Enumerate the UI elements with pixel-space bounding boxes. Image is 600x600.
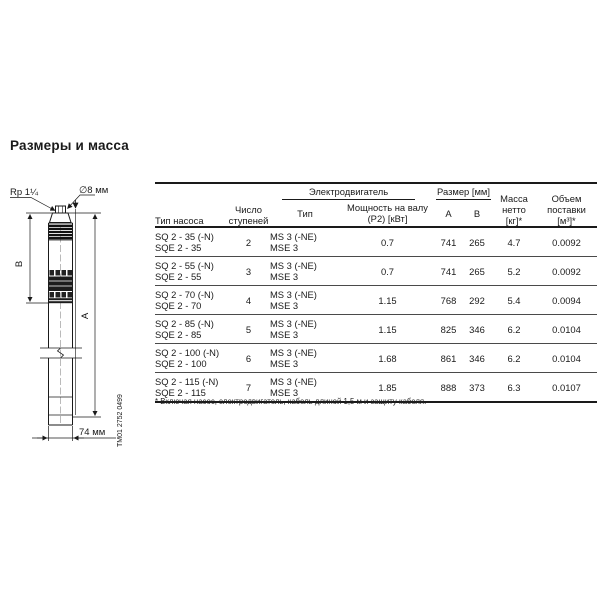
cell-volume: 0.0094 [536, 285, 597, 315]
cell-stages: 5 [227, 314, 270, 344]
cell-pump-type: SQ 2 - 55 (-N) SQE 2 - 55 [155, 256, 227, 286]
cell-stages: 6 [227, 343, 270, 373]
pump-stage-stripes [49, 224, 72, 240]
cell-dim-a: 768 [435, 285, 462, 315]
table-row: SQ 2 - 115 (-N) SQE 2 - 115 7 MS 3 (-NE) M… [155, 372, 597, 402]
cell-power: 1.15 [340, 314, 435, 344]
cell-volume: 0.0104 [536, 314, 597, 344]
cell-mass: 5.4 [492, 285, 536, 315]
cell-mass: 6.2 [492, 314, 536, 344]
cell-pump-type: SQ 2 - 70 (-N) SQE 2 - 70 [155, 285, 227, 315]
header-size-group: Размер [мм] [435, 183, 492, 200]
table-row: SQ 2 - 35 (-N) SQE 2 - 35 2 MS 3 (-NE) MSE… [155, 226, 597, 257]
cell-motor-type: MS 3 (-NE) MSE 3 [270, 256, 340, 286]
dim-a-label: A [80, 312, 91, 319]
cell-volume: 0.0107 [536, 372, 597, 402]
header-mass: Масса нетто [кг]* [492, 183, 536, 228]
figure-code-label: TM01 2752 0499 [117, 394, 124, 447]
cell-volume: 0.0092 [536, 226, 597, 257]
cell-motor-type: MS 3 (-NE) MSE 3 [270, 285, 340, 315]
cell-dim-b: 346 [462, 314, 492, 344]
cell-mass: 6.3 [492, 372, 536, 402]
header-size-a: A [435, 200, 462, 228]
cell-power: 1.85 [340, 372, 435, 402]
cell-dim-b: 292 [462, 285, 492, 315]
cell-pump-type: SQ 2 - 100 (-N) SQE 2 - 100 [155, 343, 227, 373]
cell-dim-b: 373 [462, 372, 492, 402]
table-row: SQ 2 - 100 (-N) SQE 2 - 100 6 MS 3 (-NE) M… [155, 343, 597, 373]
cell-dim-a: 741 [435, 256, 462, 286]
cable-diameter-label: ∅8 мм [79, 185, 108, 196]
pump-dimension-drawing: Rp 1¼ ∅8 мм B A 74 мм TM01 2752 0499 [10, 185, 124, 447]
cell-stages: 3 [227, 256, 270, 286]
break-lines [40, 347, 82, 359]
header-volume: Объем поставки [м³]* [536, 183, 597, 228]
cell-motor-type: MS 3 (-NE) MSE 3 [270, 226, 340, 257]
motor-section [48, 270, 73, 304]
cell-mass: 4.7 [492, 226, 536, 257]
cell-stages: 2 [227, 226, 270, 257]
cell-dim-b: 265 [462, 256, 492, 286]
cell-motor-type: MS 3 (-NE) MSE 3 [270, 372, 340, 402]
cell-mass: 6.2 [492, 343, 536, 373]
cell-dim-b: 265 [462, 226, 492, 257]
thread-size-label: Rp 1¼ [10, 187, 39, 198]
cell-dim-a: 825 [435, 314, 462, 344]
cell-power: 0.7 [340, 226, 435, 257]
header-size-b: B [462, 200, 492, 228]
cell-pump-type: SQ 2 - 85 (-N) SQE 2 - 85 [155, 314, 227, 344]
cell-power: 0.7 [340, 256, 435, 286]
header-power: Мощность на валу (P2) [кВт] [340, 200, 435, 228]
cell-dim-b: 346 [462, 343, 492, 373]
cell-pump-type: SQ 2 - 115 (-N) SQE 2 - 115 [155, 372, 227, 402]
cell-power: 1.15 [340, 285, 435, 315]
cell-dim-a: 888 [435, 372, 462, 402]
cell-pump-type: SQ 2 - 35 (-N) SQE 2 - 35 [155, 226, 227, 257]
header-motor-group: Электродвигатель [270, 183, 435, 200]
cell-dim-a: 861 [435, 343, 462, 373]
header-motor-type: Тип [270, 200, 340, 228]
dim-b-label: B [14, 261, 25, 267]
cell-motor-type: MS 3 (-NE) MSE 3 [270, 343, 340, 373]
page-title: Размеры и масса [10, 138, 129, 153]
pump-spec-table: Тип насоса Число ступеней Электродвигате… [155, 182, 597, 403]
leader-lines [10, 194, 95, 211]
cell-dim-a: 741 [435, 226, 462, 257]
cell-volume: 0.0092 [536, 256, 597, 286]
header-stages: Число ступеней [227, 183, 270, 228]
cell-stages: 7 [227, 372, 270, 402]
cell-volume: 0.0104 [536, 343, 597, 373]
table-row: SQ 2 - 55 (-N) SQE 2 - 55 3 MS 3 (-NE) MSE… [155, 256, 597, 286]
table-row: SQ 2 - 85 (-N) SQE 2 - 85 5 MS 3 (-NE) MSE… [155, 314, 597, 344]
header-pump-type: Тип насоса [155, 183, 227, 228]
cell-power: 1.68 [340, 343, 435, 373]
width-dimension-label: 74 мм [79, 427, 105, 438]
cell-mass: 5.2 [492, 256, 536, 286]
cell-stages: 4 [227, 285, 270, 315]
table-footnote: * Включая насос, электродвигатель, кабел… [155, 397, 427, 406]
table-row: SQ 2 - 70 (-N) SQE 2 - 70 4 MS 3 (-NE) MSE… [155, 285, 597, 315]
cell-motor-type: MS 3 (-NE) MSE 3 [270, 314, 340, 344]
dimension-lines [26, 212, 116, 441]
